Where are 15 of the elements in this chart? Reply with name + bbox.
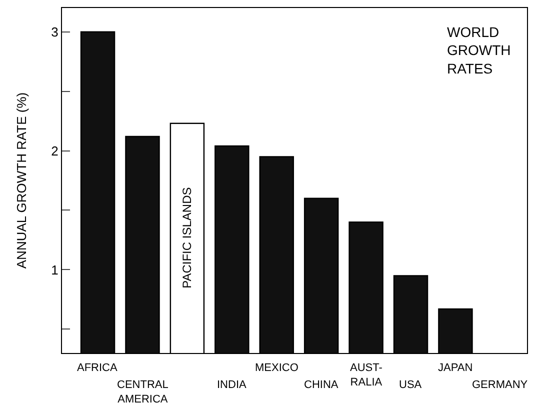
text: WORLD GROWTH RATES (447, 24, 511, 76)
y-tick-label: 1 (51, 262, 58, 278)
x-tick-label: GERMANY (472, 379, 528, 391)
x-tick-label: USA (399, 379, 422, 391)
y-tick-label: 2 (51, 143, 58, 158)
x-tick-label: PACIFIC ISLANDS (180, 187, 194, 288)
x-tick-label: JAPAN (438, 362, 473, 374)
x-tick-label: AFRICA (77, 362, 118, 374)
x-tick-label: CHINA (304, 379, 339, 391)
x-tick-label: MEXICO (255, 362, 299, 374)
y-axis-title: ANNUAL GROWTH RATE (%) (14, 92, 29, 269)
y-tick-label: 3 (51, 24, 58, 40)
x-tick-label: CENTRAL AMERICA (117, 379, 168, 406)
x-tick-label: INDIA (217, 379, 247, 391)
x-tick-label: AUST- RALIA (350, 362, 383, 388)
